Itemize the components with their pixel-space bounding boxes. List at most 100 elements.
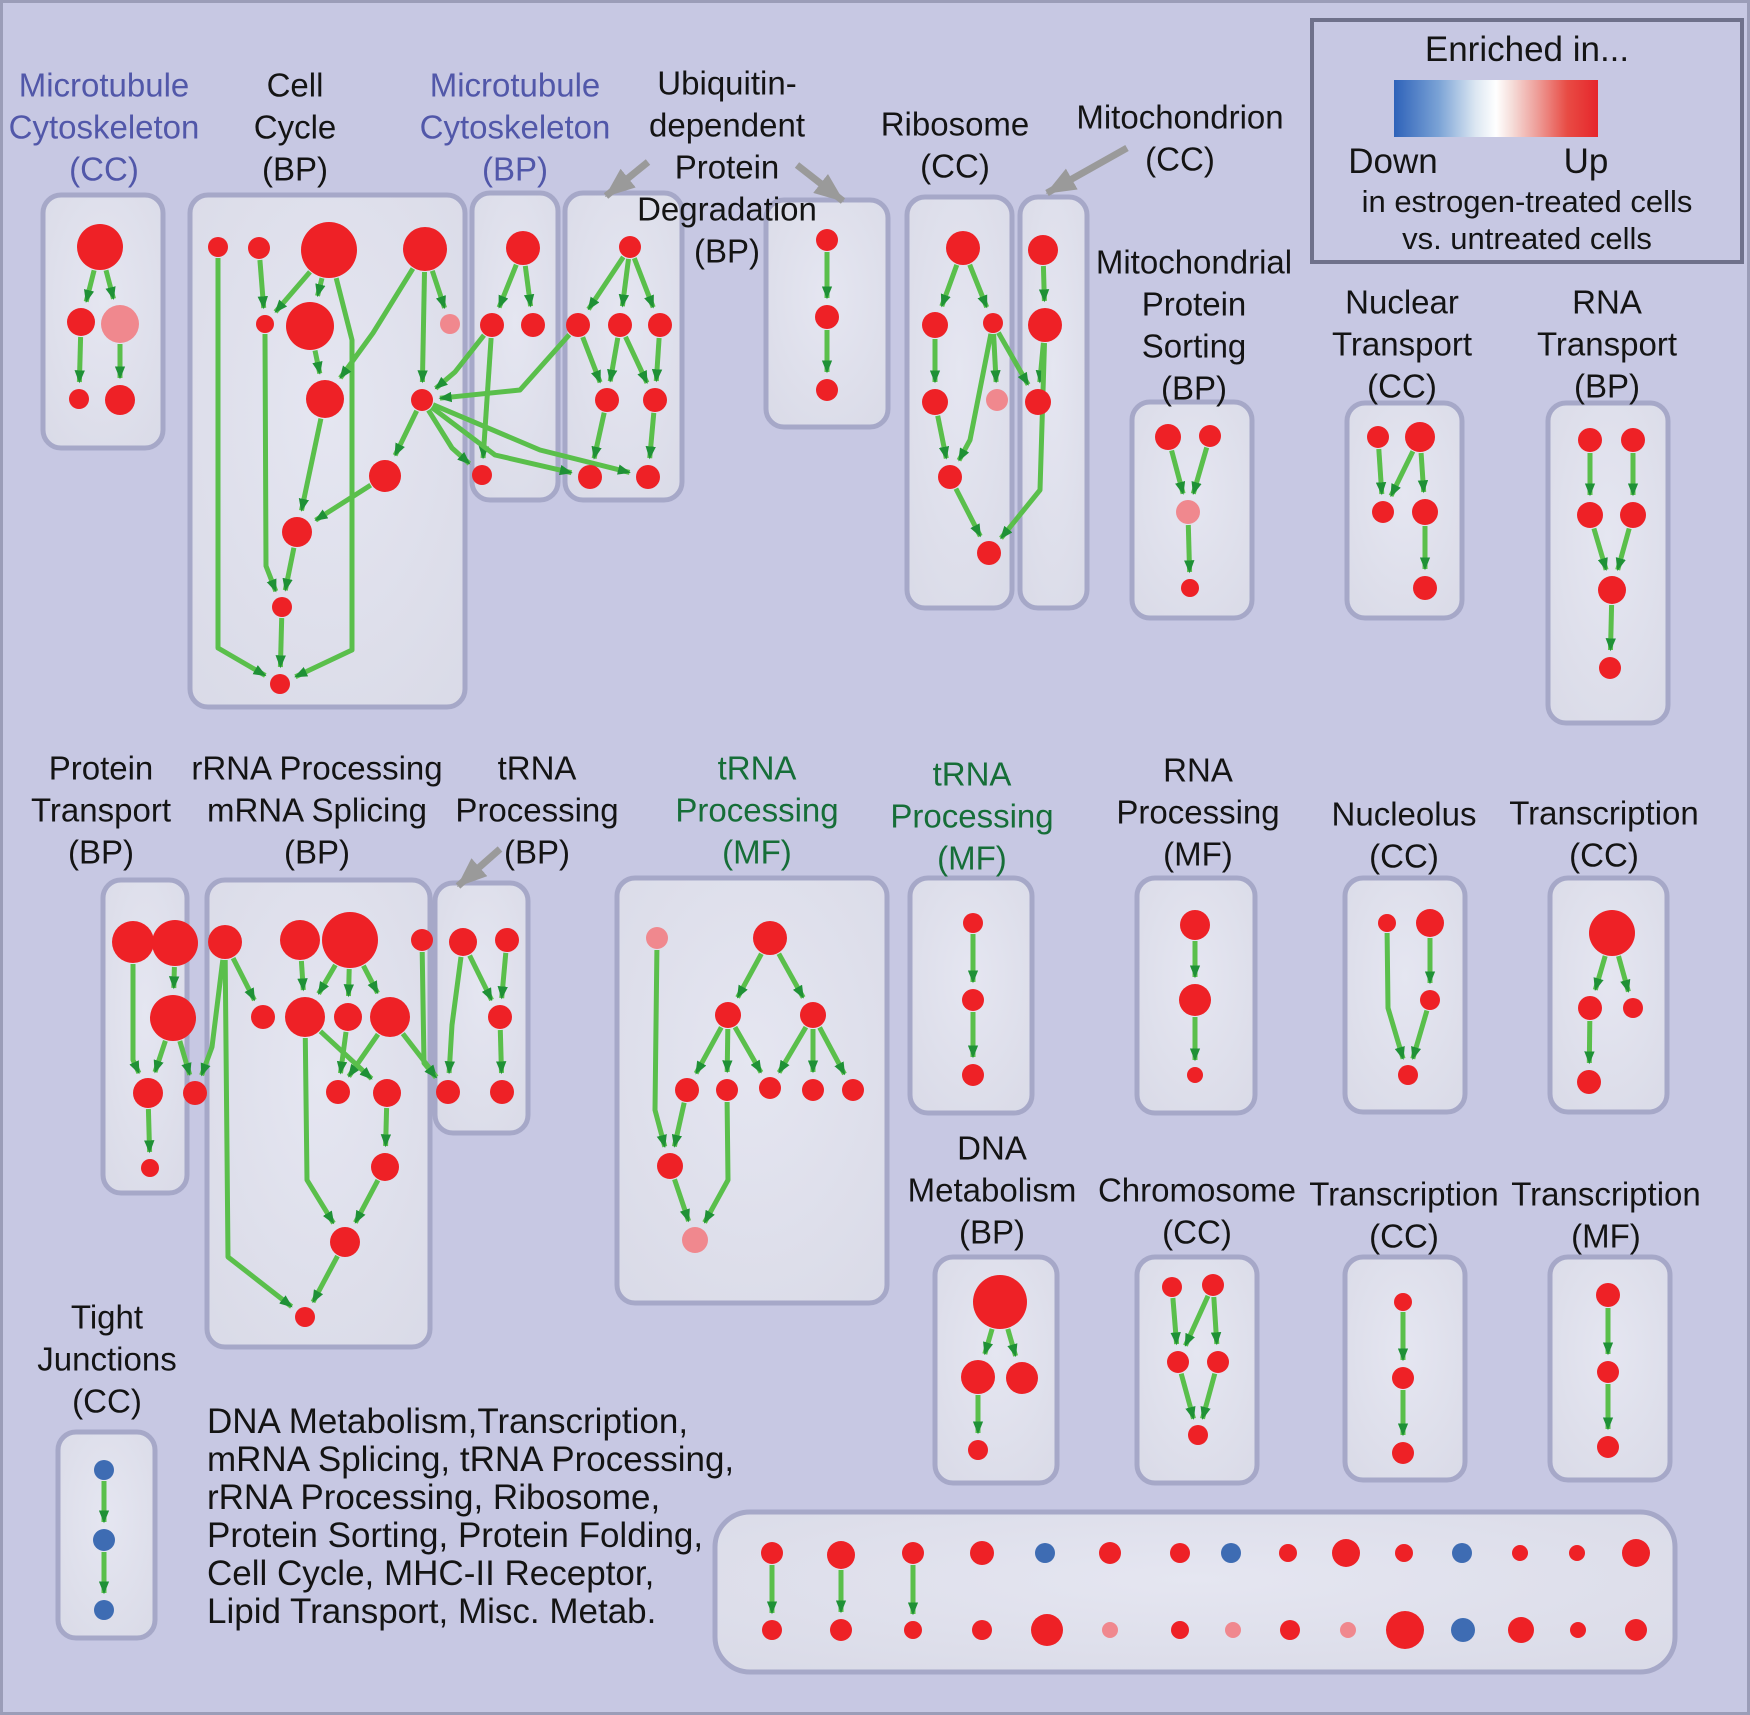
edge-rrna-processing-mrna-splicing-bp (297, 960, 308, 992)
cluster-label-chromosome-cc: Chromosome (1098, 1172, 1296, 1209)
go-term-node-up (1202, 1274, 1224, 1296)
legend: Enriched in... Down Up in estrogen-treat… (1310, 18, 1744, 264)
go-term-node-up (301, 222, 357, 278)
label-pointer-arrow (1045, 144, 1129, 197)
cluster-label-transcription-cc-upper: Transcription (1509, 795, 1699, 832)
go-term-node-weak-up (101, 305, 139, 343)
edge-rrna-processing-mrna-splicing-bp (318, 1029, 374, 1081)
go-term-node-up (762, 1620, 782, 1640)
go-term-node-up (208, 925, 242, 959)
go-term-node-up (595, 388, 619, 412)
go-term-node-up (1028, 308, 1062, 342)
edge-microtubule-cytoskeleton-cc (103, 269, 116, 301)
note-line-2: mRNA Splicing, tRNA Processing, (207, 1440, 735, 1479)
go-term-node-up (972, 1620, 992, 1640)
go-term-node-up (488, 1005, 512, 1029)
go-term-node-up (830, 1619, 852, 1641)
go-term-node-up (1598, 576, 1626, 604)
go-term-node-up (1570, 1622, 1586, 1638)
go-term-node-up (506, 231, 540, 265)
note-line-1: DNA Metabolism,Transcription, (207, 1402, 689, 1441)
go-term-node-up (330, 1227, 360, 1257)
edges-layer (74, 144, 1639, 1616)
go-term-node-up (1394, 1293, 1412, 1311)
go-term-node-up (322, 912, 378, 968)
go-term-node-up (1181, 579, 1199, 597)
edge-ribosome-cc (939, 264, 960, 308)
cluster-label-mitochondrial-protein-sorting-bp: Protein (1142, 286, 1247, 323)
edge-nuclear-transport-cc (1417, 452, 1429, 494)
cluster-label-microtubule-cytoskeleton-bp: Microtubule (430, 67, 601, 104)
go-term-node-up (648, 313, 672, 337)
edge-trna-processing-mf-large (776, 952, 806, 999)
cross-edge (434, 333, 486, 391)
edge-trna-processing-mf-large (671, 1102, 687, 1148)
go-term-node-up (1171, 1621, 1189, 1639)
edge-trna-processing-mf-large (776, 1025, 809, 1074)
edge-cell-cycle-bp (315, 277, 326, 298)
go-term-node-down (94, 1460, 114, 1480)
go-term-node-up (1578, 428, 1602, 452)
cluster-label-nuclear-transport-cc: Nuclear (1345, 284, 1459, 321)
go-term-node-up (1162, 1277, 1182, 1297)
legend-down-label: Down (1348, 142, 1438, 181)
go-term-node-up (495, 928, 519, 952)
cluster-label-dna-metabolism-bp: (BP) (959, 1214, 1025, 1251)
cluster-label-nucleolus-cc: Nucleolus (1332, 796, 1477, 833)
go-term-node-up (1578, 996, 1602, 1020)
go-term-node-up (1412, 499, 1438, 525)
go-term-node-up (152, 920, 198, 966)
go-term-node-weak-up (1225, 1622, 1241, 1638)
go-term-node-up (436, 1080, 460, 1104)
go-term-node-up (1420, 990, 1440, 1010)
go-term-node-up (285, 997, 325, 1037)
cluster-label-nuclear-transport-cc: Transport (1332, 326, 1472, 363)
edge-trna-processing-mf-large (735, 952, 764, 999)
edge-rrna-processing-mrna-splicing-bp (346, 1032, 381, 1078)
cluster-box-misc-mixed-cluster (712, 1509, 1678, 1675)
edge-trna-processing-bp (444, 956, 464, 1075)
edge-transcription-cc-upper (1592, 955, 1608, 992)
go-term-node-up (963, 913, 983, 933)
cluster-label-tight-junctions-cc: Tight (71, 1299, 143, 1336)
go-term-node-up (77, 224, 123, 270)
edge-protein-transport-bp (129, 964, 142, 1075)
edge-mitochondrial-protein-sorting-bp (1190, 446, 1210, 495)
edge-ubiquitin-degradation-bp-left (618, 258, 631, 308)
cluster-label-microtubule-cytoskeleton-bp: (BP) (482, 151, 548, 188)
go-term-node-up (472, 465, 492, 485)
cluster-label-microtubule-cytoskeleton-cc: Cytoskeleton (9, 109, 200, 146)
go-term-node-up (968, 1440, 988, 1460)
edge-rna-transport-bp (1591, 527, 1609, 572)
cluster-label-trna-processing-mf-small: tRNA (933, 756, 1012, 793)
go-term-node-up (977, 541, 1001, 565)
go-term-node-up (1569, 1545, 1585, 1561)
go-term-node-up (904, 1621, 922, 1639)
edge-chromosome-cc (1183, 1294, 1211, 1347)
edge-mitochondrion-cc (1038, 265, 1050, 303)
go-term-node-up (657, 1153, 683, 1179)
cluster-label-ribosome-cc: (CC) (920, 148, 990, 185)
go-term-node-up (1028, 235, 1058, 265)
edge-nuclear-transport-cc (1388, 450, 1416, 498)
edge-dna-metabolism-bp (982, 1328, 995, 1356)
go-term-node-up (280, 920, 320, 960)
cluster-label-tight-junctions-cc: (CC) (72, 1383, 142, 1420)
go-term-node-up (282, 517, 312, 547)
legend-subtitle-line2: vs. untreated cells (1402, 221, 1652, 256)
cross-edge (430, 405, 573, 476)
go-term-node-up (759, 1077, 781, 1099)
cross-edge (199, 959, 226, 1077)
go-term-node-up (827, 1541, 855, 1569)
go-term-node-up (1025, 389, 1051, 415)
go-term-node-up (1625, 1619, 1647, 1641)
cluster-label-rrna-processing-mrna-splicing-bp: rRNA Processing (191, 750, 442, 787)
nodes-layer (67, 222, 1650, 1649)
cluster-label-transcription-mf: Transcription (1511, 1176, 1701, 1213)
cluster-label-mitochondrial-protein-sorting-bp: Mitochondrial (1096, 244, 1292, 281)
cluster-label-trna-processing-bp: Processing (455, 792, 618, 829)
go-term-node-up (272, 597, 292, 617)
edge-chromosome-cc (1210, 1296, 1222, 1346)
go-term-node-weak-up (682, 1227, 708, 1253)
